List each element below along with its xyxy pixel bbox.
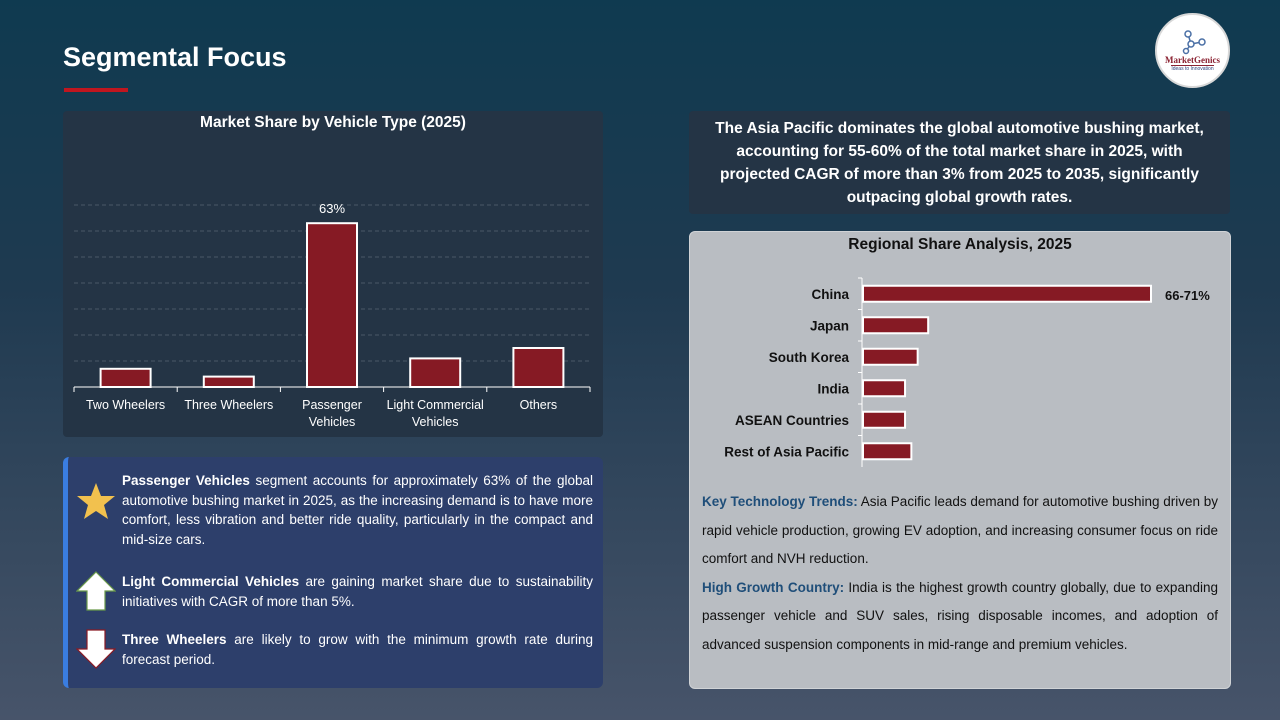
- note-label: Key Technology Trends:: [702, 494, 858, 509]
- y-tick-label: Rest of Asia Pacific: [724, 444, 849, 459]
- bar: [862, 442, 913, 461]
- headline-box: The Asia Pacific dominates the global au…: [689, 111, 1230, 214]
- insight-bold: Three Wheelers: [122, 632, 227, 647]
- bar: [862, 379, 907, 398]
- y-tick-label: ASEAN Countries: [735, 413, 849, 428]
- insight-lcv: Light Commercial Vehicles are gaining ma…: [122, 572, 593, 611]
- title-underline: [64, 88, 128, 92]
- bar: [409, 357, 462, 388]
- star-icon: [77, 483, 115, 519]
- data-label: 66-71%: [1165, 288, 1210, 303]
- note-text: Asia Pacific leads demand for automotive…: [702, 494, 1218, 566]
- bar: [862, 347, 919, 366]
- logo-name: MarketGenics: [1165, 55, 1220, 65]
- x-tick-label: Light Commercial Vehicles: [387, 398, 484, 429]
- regional-share-chart: China 66-71% Japan South Korea India ASEAN Co…: [724, 277, 1210, 467]
- chart-title: Market Share by Vehicle Type (2025): [200, 114, 466, 131]
- x-tick-label: Others: [520, 398, 558, 412]
- arrow-down-icon: [76, 629, 116, 669]
- note-high-growth: High Growth Country: India is the highes…: [702, 574, 1218, 660]
- y-tick-label: China: [811, 287, 849, 302]
- y-tick-label: South Korea: [769, 350, 850, 365]
- insight-passenger: Passenger Vehicles segment accounts for …: [122, 471, 593, 549]
- page-title: Segmental Focus: [63, 42, 287, 72]
- regional-chart-title: Regional Share Analysis, 2025: [848, 236, 1072, 253]
- notes: Key Technology Trends: Asia Pacific lead…: [702, 488, 1218, 659]
- bar: [202, 375, 255, 389]
- arrow-up-icon: [76, 571, 116, 611]
- insight-three-wheelers: Three Wheelers are likely to grow with t…: [122, 630, 593, 669]
- vehicle-type-chart: Two Wheelers Three Wheelers Passenger Vehic…: [73, 201, 591, 429]
- bar: [862, 284, 1152, 303]
- x-tick-label: Passenger Vehicles: [302, 398, 362, 429]
- logo: MarketGenics Ideas to Innovation: [1155, 13, 1230, 88]
- x-tick-label: Three Wheelers: [184, 398, 273, 412]
- insight-text: segment accounts for approximately 63% o…: [122, 473, 593, 547]
- note-text: India is the highest growth country glob…: [702, 579, 1218, 652]
- insight-bold: Light Commercial Vehicles: [122, 574, 300, 589]
- bar: [512, 347, 565, 388]
- regional-panel: China 66-71% Japan South Korea India ASEAN Co…: [689, 231, 1231, 689]
- bar: [862, 316, 930, 335]
- insights-panel: Passenger Vehicles segment accounts for …: [63, 457, 603, 688]
- vehicle-type-chart-panel: Two Wheelers Three Wheelers Passenger Vehic…: [63, 111, 603, 437]
- bar: [99, 367, 152, 388]
- insight-text: are likely to grow with the minimum grow…: [122, 632, 593, 667]
- logo-tagline: Ideas to Innovation: [1171, 65, 1214, 72]
- insight-bold: Passenger Vehicles: [122, 473, 250, 488]
- note-label: High Growth Country:: [702, 579, 845, 595]
- insight-text: are gaining market share due to sustaina…: [122, 574, 593, 609]
- y-tick-label: India: [817, 381, 849, 396]
- bar: [306, 222, 358, 388]
- x-tick-label: Two Wheelers: [86, 398, 165, 412]
- note-tech-trends: Key Technology Trends: Asia Pacific lead…: [702, 488, 1218, 574]
- molecule-icon: [1182, 30, 1206, 55]
- data-label: 63%: [319, 201, 345, 216]
- y-tick-label: Japan: [810, 318, 849, 333]
- bar: [862, 410, 907, 429]
